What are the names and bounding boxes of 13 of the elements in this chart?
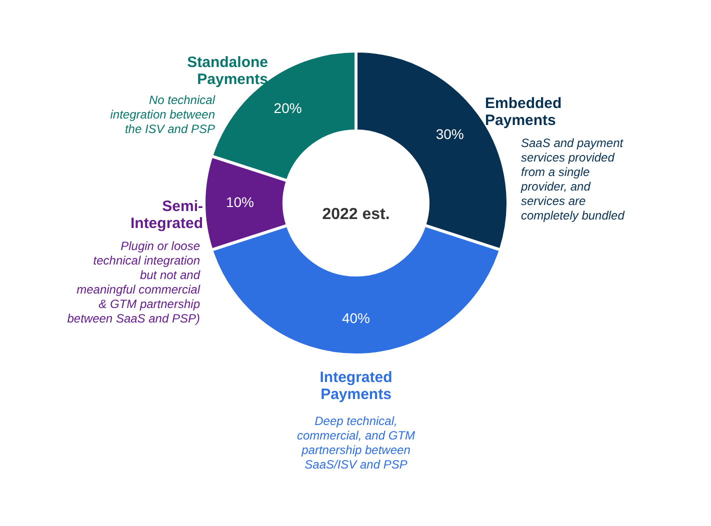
text: Deep technical, commercial, and GTM partnership between SaaS/ISV and PSP — [296, 414, 416, 472]
slice-label: Integrated Payments — [320, 369, 392, 403]
text: Plugin or loose technical integration but not and meaningful commercial & GTM partnership between SaaS and PSP) — [67, 239, 200, 326]
text: 2022 est. — [322, 206, 390, 223]
text: SaaS and payment services provided from a single provider, and services are completely bundled — [520, 136, 625, 222]
slice-label: Embedded Payments — [485, 95, 562, 129]
text: No technical integration between the ISV and PSP — [110, 93, 216, 136]
slice-label: Standalone Payments — [187, 54, 268, 88]
slice-label: Semi-Integrated — [130, 198, 203, 232]
data-label: 10% — [226, 194, 254, 210]
data-label: 20% — [274, 100, 302, 116]
data-label: 40% — [342, 310, 370, 326]
data-label: 30% — [436, 126, 464, 142]
